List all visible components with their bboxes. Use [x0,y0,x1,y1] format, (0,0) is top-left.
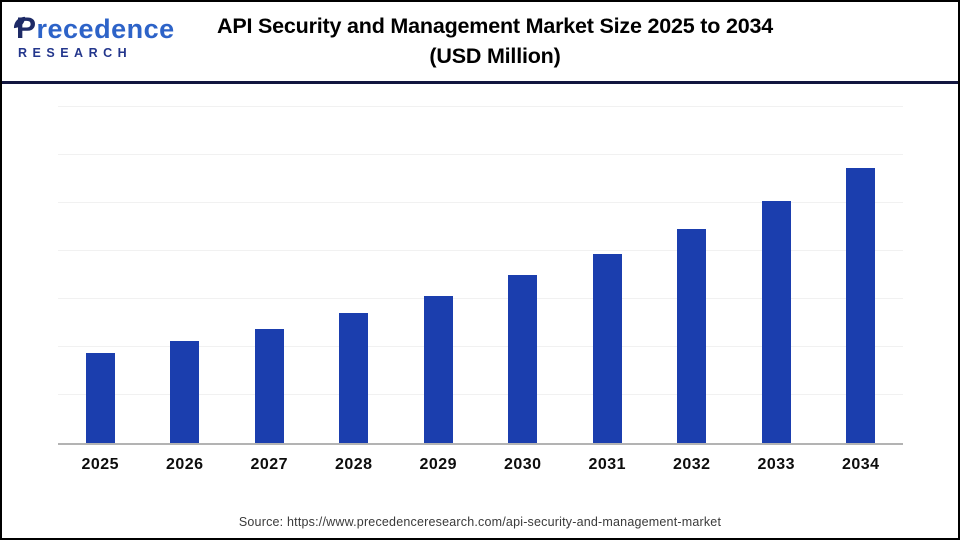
bar-2034 [846,168,876,443]
leaf-icon [13,7,26,34]
x-tick-label-2033: 2033 [757,456,796,473]
x-tick-label-2028: 2028 [334,456,373,473]
x-tick-label-2029: 2029 [419,456,458,473]
chart-title: API Security and Management Market Size … [2,2,958,71]
header: Precedence RESEARCH API Security and Man… [2,2,958,81]
gridline [58,106,903,108]
x-tick-label-2025: 2025 [81,456,120,473]
logo-initial: P [16,12,37,45]
bar-column-2033 [734,99,819,443]
bar-2026 [170,341,200,443]
bar-2027 [254,328,284,443]
bar-2033 [761,201,791,443]
gridline [58,346,903,348]
chart-title-line2: (USD Million) [429,44,561,68]
bar-column-2034 [819,99,904,443]
source-text: Source: https://www.precedenceresearch.c… [238,515,722,529]
bar-column-2028 [312,99,397,443]
bar-column-2025 [58,99,143,443]
chart-title-line1: API Security and Management Market Size … [217,14,773,38]
precedence-research-logo: Precedence RESEARCH [13,12,175,60]
logo-brand-rest: recedence [36,14,175,44]
gridline [58,250,903,252]
bar-2030 [508,275,538,443]
bar-column-2029 [396,99,481,443]
bar-column-2027 [227,99,312,443]
gridline [58,298,903,300]
plot-area [58,99,903,445]
gridline [58,154,903,156]
bar-column-2031 [565,99,650,443]
bar-column-2030 [481,99,566,443]
bar-2032 [677,229,707,443]
x-tick-label-2032: 2032 [672,456,711,473]
logo-subtitle: RESEARCH [18,46,133,60]
bars-row [58,99,903,443]
bar-2031 [592,253,622,443]
bar-column-2032 [650,99,735,443]
x-tick-label-2027: 2027 [250,456,289,473]
x-tick-label-2031: 2031 [588,456,627,473]
header-divider [2,81,958,84]
bar-2028 [339,312,369,443]
chart-region: 2025 2026 2027 2028 2029 2030 2031 2032 2033 2034 [2,84,958,474]
bar-2029 [423,296,453,443]
x-axis-labels: 2025 2026 2027 2028 2029 2030 2031 2032 2033 2034 [58,445,903,474]
x-tick-label-2026: 2026 [165,456,204,473]
bar-column-2026 [143,99,228,443]
x-tick-label-2034: 2034 [841,456,880,473]
logo-brand-text: Precedence [13,12,175,45]
gridline [58,202,903,204]
gridline [58,394,903,396]
x-tick-label-2030: 2030 [503,456,542,473]
footer: Source: https://www.precedenceresearch.c… [2,515,958,529]
bar-2025 [85,352,115,443]
